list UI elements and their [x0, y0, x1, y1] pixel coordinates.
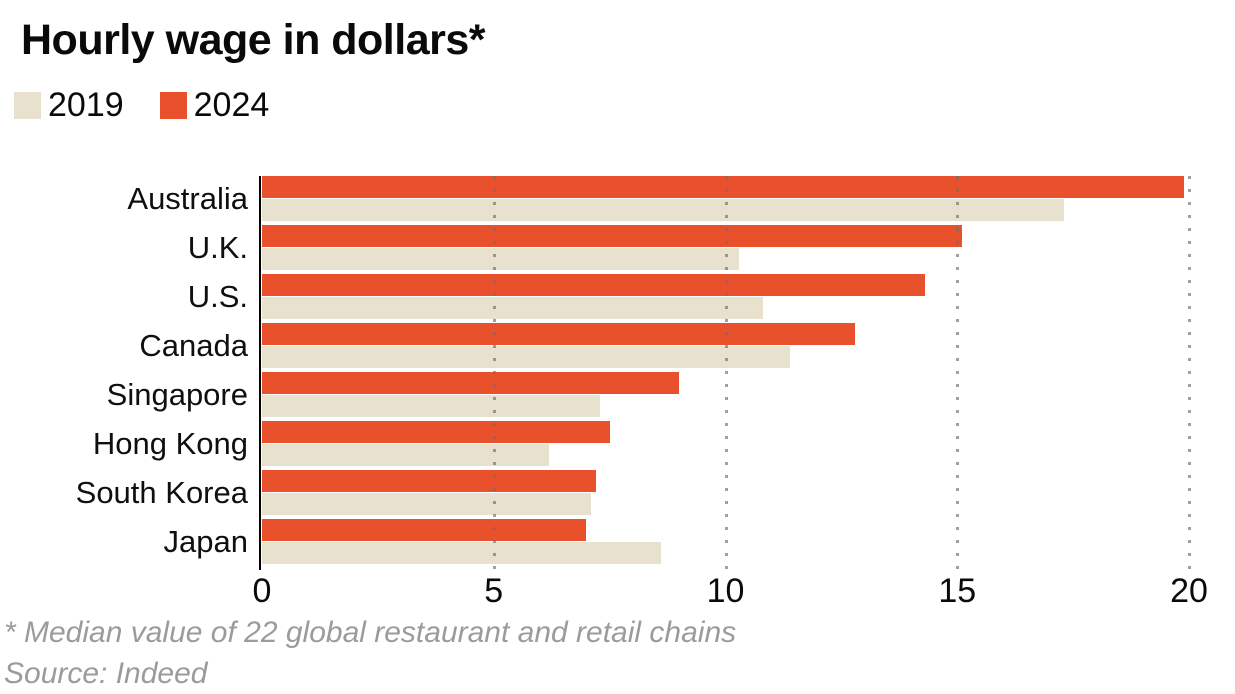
x-tick-20: 20	[1170, 572, 1208, 610]
x-tick-15: 15	[938, 572, 977, 610]
y-label-japan: Japan	[163, 524, 248, 559]
gridline-10	[724, 176, 728, 576]
y-label-canada: Canada	[139, 328, 248, 363]
bar-group-canada	[262, 323, 1189, 368]
legend-label-2019: 2019	[48, 86, 124, 124]
bar-2019-hong-kong	[262, 444, 550, 466]
bar-group-japan	[262, 519, 1189, 564]
gridline-20	[1188, 176, 1191, 576]
legend-swatch-2024	[159, 92, 187, 119]
bar-2024-singapore	[262, 372, 680, 394]
y-axis-line	[259, 176, 261, 570]
bar-2024-u-k-	[262, 225, 962, 247]
y-label-south-korea: South Korea	[75, 475, 248, 510]
bar-2024-south-korea	[262, 470, 596, 492]
x-tick-5: 5	[484, 572, 504, 610]
bar-2019-u-k-	[262, 248, 740, 270]
legend: 2019 2024	[14, 86, 305, 125]
x-axis-tick-labels: 0 5 10 15 20	[253, 572, 1208, 610]
legend-label-2024: 2024	[193, 86, 270, 124]
y-label-hong-kong: Hong Kong	[92, 426, 248, 461]
bar-2019-south-korea	[262, 493, 592, 515]
y-label-u-s-: U.S.	[187, 279, 248, 314]
y-label-australia: Australia	[127, 181, 248, 216]
chart-footnote: * Median value of 22 global restaurant a…	[4, 616, 737, 649]
bar-2019-japan	[262, 542, 661, 564]
bar-2019-canada	[262, 346, 791, 368]
bar-group-u-k-	[262, 225, 1189, 270]
bar-2019-australia	[262, 199, 1064, 221]
legend-swatch-2019	[14, 92, 41, 119]
bar-2019-u-s-	[262, 297, 763, 319]
bar-2024-australia	[262, 176, 1185, 198]
plot-area	[262, 176, 1189, 568]
bar-2024-u-s-	[262, 274, 925, 296]
gridline-5	[492, 176, 496, 576]
chart-title: Hourly wage in dollars*	[21, 16, 486, 64]
x-tick-10: 10	[706, 572, 745, 610]
bar-group-australia	[262, 176, 1189, 221]
y-label-singapore: Singapore	[106, 377, 248, 412]
y-axis-labels: Australia U.K. U.S. Canada Singapore Hong Kon…	[0, 176, 248, 568]
bar-2024-canada	[262, 323, 856, 345]
bar-group-singapore	[262, 372, 1189, 417]
bar-2024-japan	[262, 519, 587, 541]
bar-2019-singapore	[262, 395, 601, 417]
y-label-u-k-: U.K.	[187, 230, 248, 265]
bar-2024-hong-kong	[262, 421, 610, 443]
bar-group-south-korea	[262, 470, 1189, 515]
x-tick-0: 0	[252, 572, 272, 610]
chart-source: Source: Indeed	[4, 657, 208, 690]
gridline-15	[956, 176, 960, 576]
bar-group-hong-kong	[262, 421, 1189, 466]
bar-group-u-s-	[262, 274, 1189, 319]
